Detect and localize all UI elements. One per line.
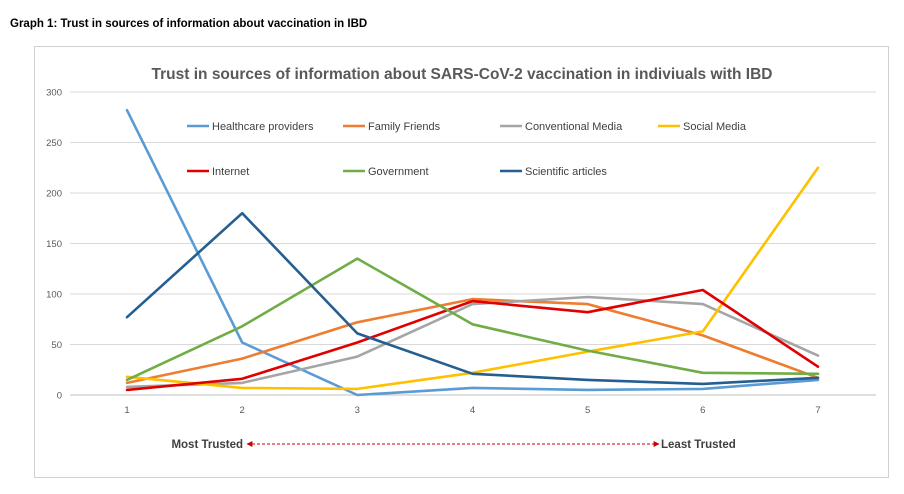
series-line-healthcare-providers xyxy=(125,108,820,397)
legend-label: Family Friends xyxy=(368,121,441,133)
chart-title: Trust in sources of information about SA… xyxy=(152,66,773,83)
legend-label: Conventional Media xyxy=(525,121,623,133)
series-lines xyxy=(125,108,820,397)
legend-label: Social Media xyxy=(683,121,747,133)
figure-caption: Graph 1: Trust in sources of information… xyxy=(10,18,368,30)
y-tick-label: 250 xyxy=(46,138,62,149)
y-axis-ticks: 0 50 100 150 200 250 300 xyxy=(46,88,62,402)
series-line-internet xyxy=(125,288,820,392)
legend-label: Scientific articles xyxy=(525,166,607,178)
y-tick-label: 0 xyxy=(57,391,62,402)
series-line-social-media xyxy=(125,166,820,391)
x-axis-ticks: 1 2 3 4 5 6 7 xyxy=(124,405,820,416)
series-line-government xyxy=(125,257,820,382)
x-tick-label: 5 xyxy=(585,405,590,416)
series-line-conventional-media xyxy=(125,295,820,389)
least-trusted-label: Least Trusted xyxy=(661,439,736,451)
most-trusted-label: Most Trusted xyxy=(171,439,243,451)
legend: Healthcare providers Family Friends Conven… xyxy=(187,121,747,178)
y-tick-label: 200 xyxy=(46,189,62,200)
legend-label: Government xyxy=(368,166,429,178)
y-tick-label: 50 xyxy=(51,340,62,351)
y-tick-label: 300 xyxy=(46,88,62,99)
x-tick-label: 7 xyxy=(815,405,820,416)
trust-annotation: Most Trusted Least Trusted xyxy=(171,439,735,451)
x-tick-label: 4 xyxy=(470,405,475,416)
x-tick-label: 2 xyxy=(240,405,245,416)
legend-label: Internet xyxy=(212,166,249,178)
x-tick-label: 1 xyxy=(124,405,129,416)
x-tick-label: 6 xyxy=(700,405,705,416)
series-line-scientific-articles xyxy=(125,211,820,386)
x-tick-label: 3 xyxy=(355,405,360,416)
y-tick-label: 150 xyxy=(46,239,62,250)
chart-frame xyxy=(34,46,889,478)
legend-label: Healthcare providers xyxy=(212,121,314,133)
y-tick-label: 100 xyxy=(46,290,62,301)
series-line-family-friends xyxy=(125,297,820,385)
